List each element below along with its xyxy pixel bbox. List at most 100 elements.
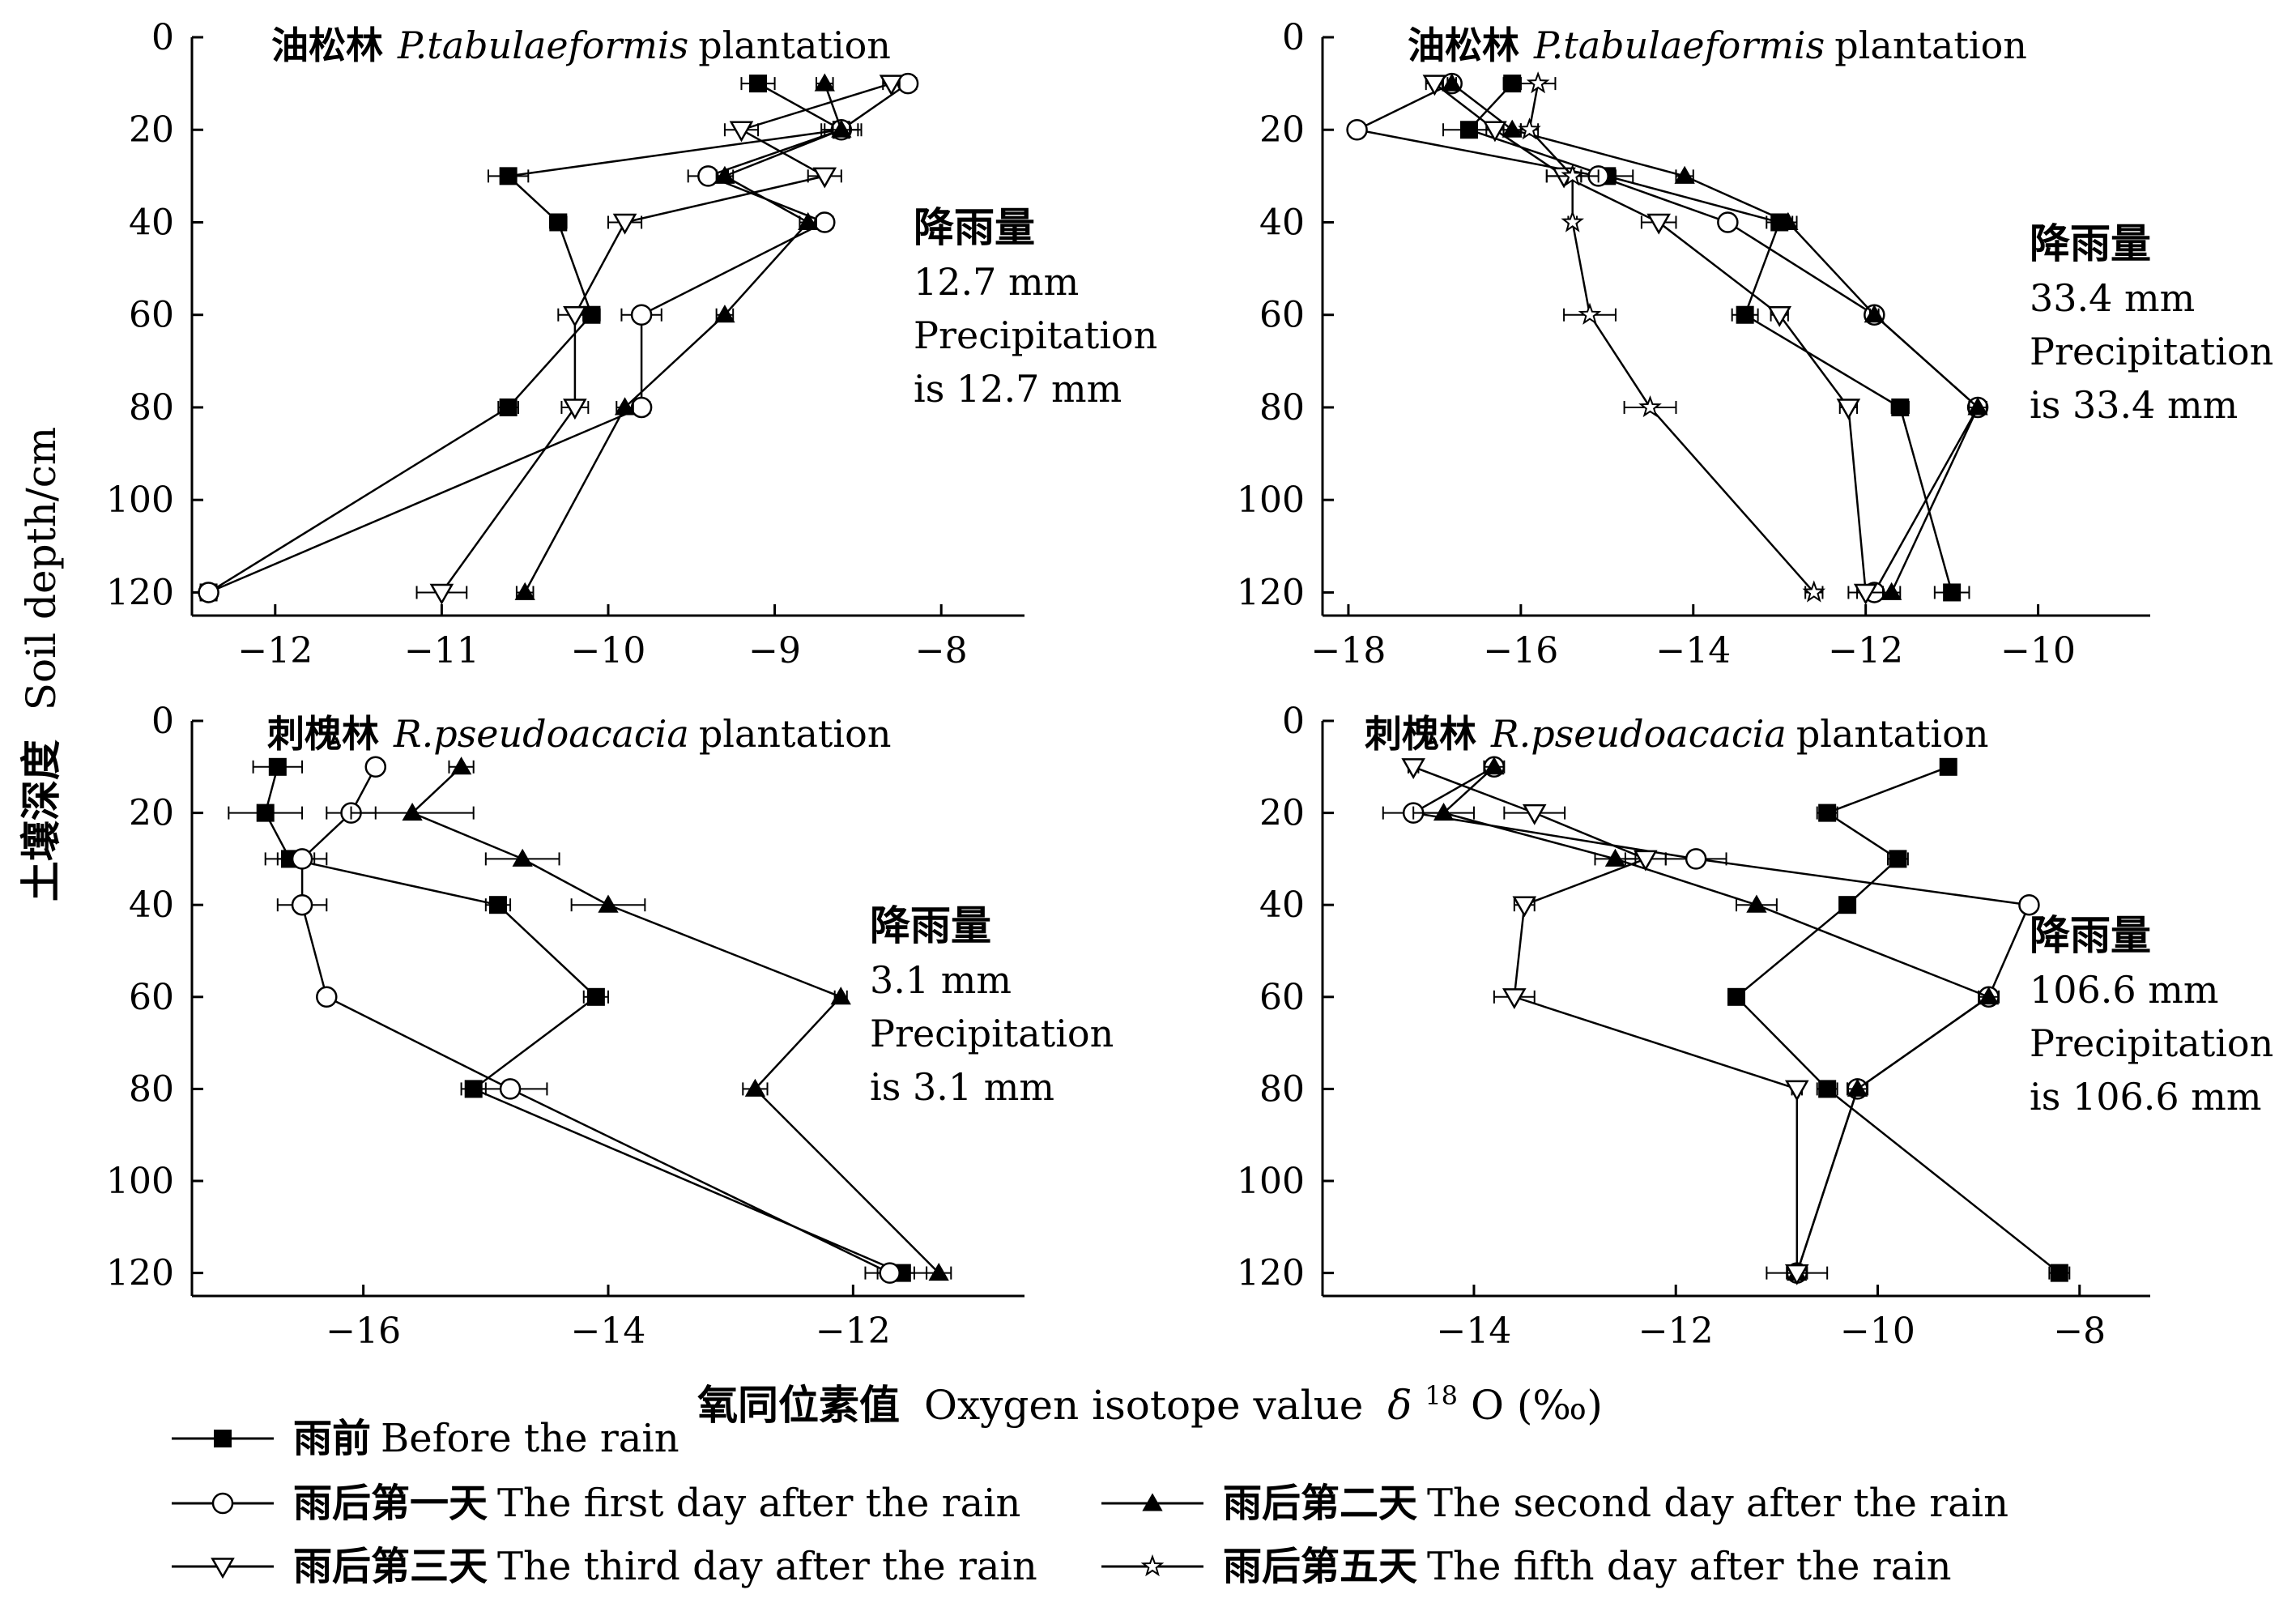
- data-point: [499, 1078, 522, 1100]
- data-point: [256, 804, 275, 822]
- svg-text:土壤深度 Soil depth/cm: 土壤深度 Soil depth/cm: [17, 427, 65, 902]
- x-axis-title-superscript: 18: [1425, 1380, 1458, 1411]
- panel-title-species: P.tabulaeformis: [1533, 23, 1825, 67]
- series-triangle-up-filled: [514, 73, 852, 600]
- panel-title-tail: plantation: [698, 23, 891, 67]
- x-axis-title-cn: 氧同位素值: [697, 1381, 900, 1429]
- x-tick-label: −10: [1840, 1311, 1915, 1352]
- data-point: [563, 399, 587, 420]
- data-point: [1638, 394, 1662, 418]
- precipitation-annotation: is 3.1 mm: [870, 1065, 1054, 1109]
- data-point: [1674, 165, 1695, 184]
- legend-item: 雨后第三天 The third day after the rain: [172, 1544, 1037, 1589]
- y-tick-label: 0: [151, 17, 174, 58]
- data-point: [1578, 302, 1602, 325]
- data-point: [563, 305, 587, 327]
- precipitation-annotation: Precipitation: [870, 1012, 1114, 1055]
- y-tick-label: 120: [106, 572, 174, 613]
- y-tick-label: 20: [1259, 109, 1305, 151]
- data-point: [1802, 580, 1826, 603]
- series-triangle-up-filled: [1442, 73, 1988, 600]
- data-point: [402, 802, 423, 821]
- data-point: [1818, 1080, 1837, 1098]
- panel-title-species: R.pseudoacacia: [393, 712, 689, 756]
- data-point: [1503, 75, 1522, 93]
- legend-label-cn: 雨后第三天: [293, 1544, 488, 1589]
- panel-title-tail: plantation: [699, 712, 892, 756]
- x-tick-label: −12: [816, 1311, 891, 1352]
- data-point: [630, 396, 653, 419]
- panel-title: 刺槐林 R.pseudoacacia plantation: [267, 712, 891, 756]
- data-point: [586, 987, 605, 1006]
- data-point: [1685, 848, 1707, 870]
- legend-label-cn: 雨后第二天: [1223, 1481, 1417, 1526]
- series-line: [300, 766, 891, 1274]
- data-point: [1889, 850, 1907, 868]
- legend-marker: [1140, 1554, 1165, 1577]
- x-tick-label: −8: [2053, 1311, 2106, 1352]
- precipitation-annotation: 3.1 mm: [870, 958, 1012, 1002]
- panel-1: 0 20 40 60 80 100 120 −12 −11 −10 −9 −8 油松林 P.tabulae…: [106, 17, 1157, 671]
- data-point: [198, 582, 219, 603]
- data-point: [1526, 71, 1550, 94]
- data-point: [598, 894, 619, 913]
- series-line: [264, 766, 903, 1274]
- x-axis-title-symbol: δ: [1387, 1382, 1412, 1429]
- panel-title-cn: 油松林: [271, 23, 383, 67]
- legend-label-cn: 雨后第五天: [1223, 1544, 1417, 1589]
- data-point: [831, 119, 852, 138]
- legend-item: 雨后第一天 The first day after the rain: [172, 1481, 1020, 1526]
- x-tick-label: −14: [1655, 630, 1731, 671]
- y-tick-label: 80: [129, 1068, 174, 1110]
- data-point: [630, 304, 653, 326]
- panel-title-cn: 油松林: [1408, 23, 1519, 67]
- y-tick-label: 60: [129, 295, 174, 336]
- data-point: [1459, 121, 1478, 139]
- precipitation-annotation: 106.6 mm: [2030, 968, 2219, 1012]
- x-tick-label: −18: [1311, 630, 1387, 671]
- series-line: [441, 82, 892, 594]
- data-point: [1943, 583, 1962, 602]
- y-tick-label: 0: [1282, 701, 1305, 742]
- series-triangle-up-filled: [1412, 757, 2000, 1281]
- data-point: [1881, 582, 1902, 600]
- series-line: [207, 83, 845, 594]
- data-point: [1442, 73, 1463, 92]
- x-tick-label: −9: [748, 630, 801, 671]
- data-point: [316, 986, 338, 1008]
- data-point: [1484, 757, 1505, 775]
- legend-label: 雨前 Before the rain: [293, 1416, 679, 1461]
- data-point: [1727, 987, 1745, 1006]
- series-line: [1433, 83, 1867, 593]
- x-tick-label: −16: [1483, 630, 1558, 671]
- series-triangle-down-open: [1401, 758, 1829, 1285]
- series-circle-open: [198, 72, 919, 603]
- y-tick-label: 60: [1259, 295, 1305, 336]
- x-tick-label: −11: [404, 630, 479, 671]
- panel-title-species: P.tabulaeformis: [397, 23, 688, 67]
- x-tick-label: −8: [915, 630, 968, 671]
- x-tick-label: −10: [571, 630, 646, 671]
- series-line: [1412, 765, 1799, 1273]
- data-point: [2018, 893, 2040, 916]
- y-tick-label: 40: [129, 884, 174, 926]
- panel-title: 刺槐林 R.pseudoacacia plantation: [1365, 712, 1988, 756]
- legend-label-en: The fifth day after the rain: [1427, 1544, 1952, 1589]
- data-point: [450, 757, 472, 775]
- series-line: [1528, 83, 1815, 594]
- data-point: [1502, 119, 1523, 138]
- y-tick-label: 100: [106, 1161, 174, 1202]
- series-triangle-down-open: [415, 75, 904, 605]
- data-point: [729, 121, 754, 143]
- series-star: [1518, 71, 1826, 603]
- series-line: [1353, 82, 1979, 594]
- x-tick-label: −14: [1437, 1311, 1512, 1352]
- data-point: [830, 987, 851, 1005]
- y-tick-label: 120: [1237, 1253, 1305, 1294]
- legend-label-en: The first day after the rain: [497, 1481, 1020, 1526]
- legend-label-en: The second day after the rain: [1427, 1481, 2008, 1526]
- data-point: [1746, 894, 1767, 913]
- panel-2: 0 20 40 60 80 100 120−18 −16 −14 −12 −10 油松林 P.tabul…: [1237, 17, 2273, 671]
- panel-title-tail: plantation: [1834, 23, 2027, 67]
